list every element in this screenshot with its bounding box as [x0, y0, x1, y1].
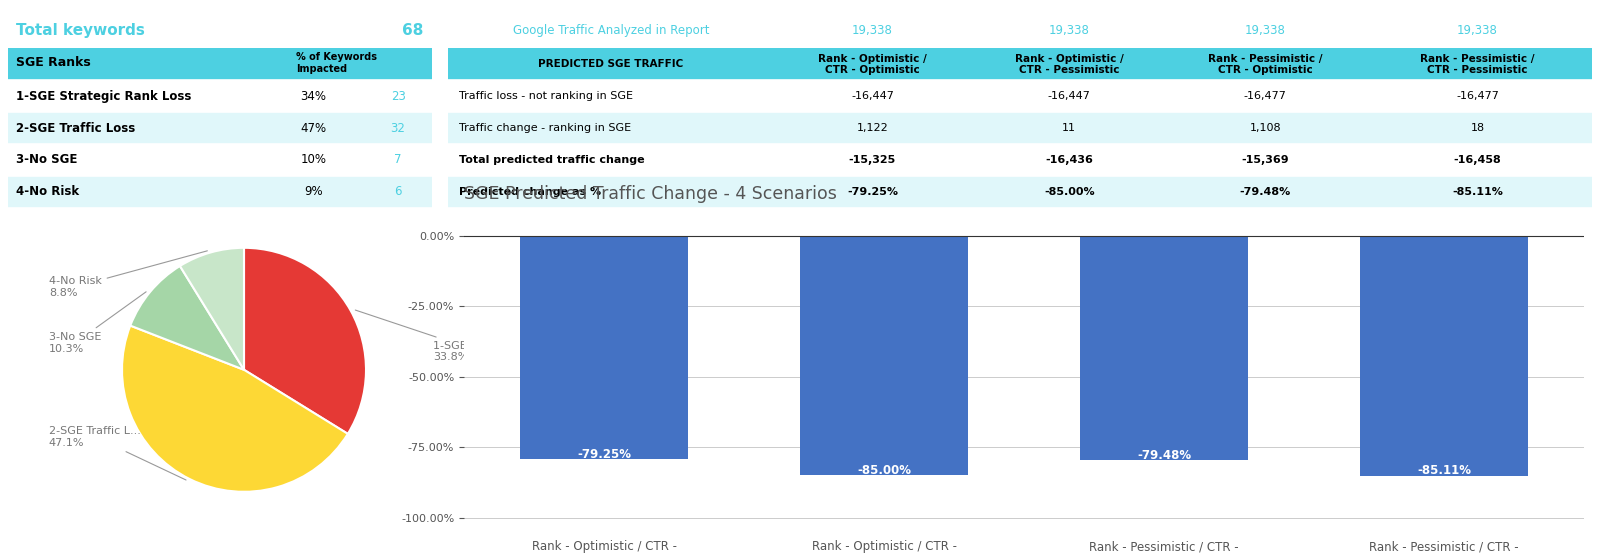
Text: -85.00%: -85.00%	[1043, 187, 1094, 197]
Text: Rank - Optimistic /
CTR - Optimistic: Rank - Optimistic / CTR - Optimistic	[818, 54, 926, 75]
Text: -85.11%: -85.11%	[1453, 187, 1502, 197]
Text: Rank - Pessimistic /
CTR - Optimistic: Rank - Pessimistic / CTR - Optimistic	[1208, 54, 1323, 75]
Text: -79.25%: -79.25%	[846, 187, 898, 197]
Text: 10%: 10%	[301, 153, 326, 166]
Text: 47%: 47%	[301, 122, 326, 135]
Text: Total keywords: Total keywords	[16, 23, 146, 38]
Bar	[1080, 236, 1248, 460]
Bar	[448, 80, 1592, 112]
Text: -16,477: -16,477	[1456, 91, 1499, 101]
Text: Predicted change as %: Predicted change as %	[459, 187, 602, 197]
Text: -85.11%: -85.11%	[1418, 464, 1470, 478]
Text: -16,447: -16,447	[851, 91, 894, 101]
Text: 9%: 9%	[304, 186, 323, 198]
Text: 34%: 34%	[301, 90, 326, 102]
Text: 19,338: 19,338	[1048, 24, 1090, 38]
Text: -85.00%: -85.00%	[858, 464, 910, 477]
Text: PREDICTED SGE TRAFFIC: PREDICTED SGE TRAFFIC	[538, 59, 683, 69]
Text: 11: 11	[1062, 123, 1077, 133]
Text: Traffic change - ranking in SGE: Traffic change - ranking in SGE	[459, 123, 632, 133]
Text: -79.48%: -79.48%	[1240, 187, 1291, 197]
Bar	[448, 112, 1592, 144]
Bar	[800, 236, 968, 475]
Text: SGE Predicted Traffic Change - 4 Scenarios: SGE Predicted Traffic Change - 4 Scenari…	[464, 186, 837, 203]
Text: 7: 7	[394, 153, 402, 166]
Bar	[8, 80, 432, 112]
Text: 2-SGE Traffic Loss: 2-SGE Traffic Loss	[16, 122, 136, 135]
Bar	[448, 144, 1592, 176]
Text: Total predicted traffic change: Total predicted traffic change	[459, 155, 645, 165]
Text: -15,369: -15,369	[1242, 155, 1290, 165]
Text: -79.25%: -79.25%	[578, 448, 630, 461]
Text: 1-SGE Strategic Rank Loss: 1-SGE Strategic Rank Loss	[16, 90, 192, 102]
Bar	[8, 144, 432, 176]
Text: 68: 68	[402, 23, 424, 38]
Text: 3-No SGE: 3-No SGE	[16, 153, 78, 166]
Bar	[8, 176, 432, 208]
Wedge shape	[130, 266, 243, 370]
Text: Rank - Pessimistic /
CTR - Pessimistic: Rank - Pessimistic / CTR - Pessimistic	[1421, 54, 1534, 75]
Text: 18: 18	[1470, 123, 1485, 133]
Text: 4-No Risk
8.8%: 4-No Risk 8.8%	[48, 251, 208, 297]
Text: 1,108: 1,108	[1250, 123, 1282, 133]
Bar	[8, 48, 432, 80]
Text: % of Keywords
Impacted: % of Keywords Impacted	[296, 52, 378, 74]
Text: 19,338: 19,338	[851, 24, 893, 38]
Text: 1-SGE Strategi...
33.8%: 1-SGE Strategi... 33.8%	[355, 310, 526, 362]
Text: Traffic loss - not ranking in SGE: Traffic loss - not ranking in SGE	[459, 91, 634, 101]
Text: -15,325: -15,325	[848, 155, 896, 165]
Wedge shape	[122, 326, 347, 492]
Text: -16,436: -16,436	[1045, 155, 1093, 165]
Text: -16,477: -16,477	[1243, 91, 1286, 101]
Text: 2-SGE Traffic L...
47.1%: 2-SGE Traffic L... 47.1%	[48, 426, 186, 480]
Text: 6: 6	[394, 186, 402, 198]
Text: Google Traffic Analyzed in Report: Google Traffic Analyzed in Report	[512, 24, 709, 38]
Text: Rank - Optimistic /
CTR - Pessimistic: Rank - Optimistic / CTR - Pessimistic	[1014, 54, 1123, 75]
Bar	[448, 176, 1592, 208]
Text: 32: 32	[390, 122, 405, 135]
Bar	[448, 48, 1592, 80]
Text: -79.48%: -79.48%	[1138, 449, 1190, 461]
Bar	[520, 236, 688, 459]
Text: SGE Ranks: SGE Ranks	[16, 57, 91, 69]
Text: 4-No Risk: 4-No Risk	[16, 186, 80, 198]
Bar	[8, 17, 432, 49]
Text: 19,338: 19,338	[1458, 24, 1498, 38]
Text: 1,122: 1,122	[856, 123, 888, 133]
Text: 3-No SGE
10.3%: 3-No SGE 10.3%	[48, 292, 146, 354]
Text: 23: 23	[390, 90, 405, 102]
Text: -16,458: -16,458	[1454, 155, 1501, 165]
Wedge shape	[243, 248, 366, 434]
Bar	[8, 112, 432, 144]
Bar	[1360, 236, 1528, 476]
Wedge shape	[179, 248, 245, 370]
Text: 19,338: 19,338	[1245, 24, 1286, 38]
Text: -16,447: -16,447	[1048, 91, 1091, 101]
Bar	[448, 17, 1592, 49]
